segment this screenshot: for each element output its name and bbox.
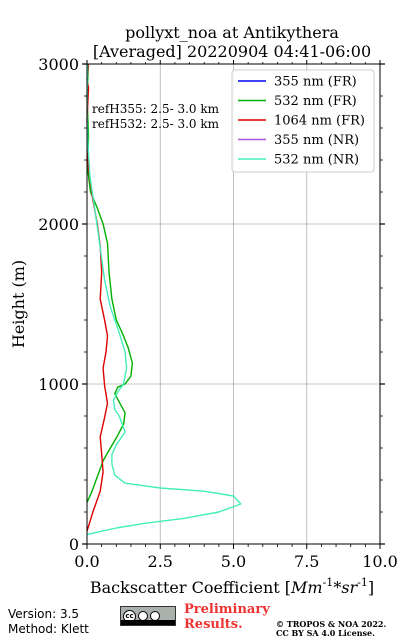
y-tick-label: 3000	[38, 55, 79, 74]
legend: 355 nm (FR) 532 nm (FR) 1064 nm (FR) 355 nm…	[231, 69, 375, 173]
x-tick-label: 5.0	[221, 552, 246, 571]
copyright-line-2: CC BY SA 4.0 License.	[276, 628, 375, 638]
y-tick-label: 0	[69, 535, 79, 554]
copyright-line-1: © TROPOS & NOA 2022.	[276, 619, 387, 629]
method-text: Method: Klett	[8, 622, 89, 636]
legend-label: 532 nm (FR)	[274, 94, 357, 109]
series-line-4	[86, 63, 242, 536]
copyright-notice: © TROPOS & NOA 2022. CC BY SA 4.0 Licens…	[276, 620, 386, 638]
chart-subtitle: [Averaged] 20220904 04:41-06:00	[93, 42, 371, 61]
annotation-refh532: refH532: 2.5- 3.0 km	[92, 117, 220, 131]
legend-label: 1064 nm (FR)	[274, 114, 365, 129]
x-tick-label: 10.0	[362, 552, 398, 571]
x-tick-label: 2.5	[148, 552, 173, 571]
series-line-2	[86, 63, 109, 532]
y-tick-label: 2000	[38, 215, 79, 234]
prelim-line-1: Preliminary	[184, 602, 270, 617]
y-axis-label: Height (m)	[9, 260, 28, 348]
cc-license-badge: cc	[120, 606, 176, 626]
legend-label: 355 nm (NR)	[274, 133, 359, 148]
footer-info: Version: 3.5 Method: Klett	[8, 607, 89, 637]
legend-label: 355 nm (FR)	[274, 75, 357, 90]
x-tick-label: 7.5	[294, 552, 319, 571]
annotation-refh355: refH355: 2.5- 3.0 km	[92, 102, 220, 116]
legend-box	[231, 69, 375, 173]
x-axis-label: Backscatter Coefficient [Mm-1*sr-1]	[90, 576, 374, 597]
data-series	[86, 63, 242, 536]
axis-ticks: 0.0 2.5 5.0 7.5 10.0 0 1000 2000 3000	[38, 55, 398, 571]
legend-label: 532 nm (NR)	[274, 153, 359, 168]
chart-title: pollyxt_noa at Antikythera	[125, 23, 339, 42]
y-tick-label: 1000	[38, 375, 79, 394]
x-tick-label: 0.0	[74, 552, 99, 571]
backscatter-profile-chart: pollyxt_noa at Antikythera [Averaged] 20…	[9, 23, 398, 597]
cc-badge-bar	[121, 620, 175, 625]
preliminary-results-notice: Preliminary Results.	[184, 602, 270, 632]
prelim-line-2: Results.	[184, 617, 243, 632]
version-text: Version: 3.5	[8, 607, 80, 621]
